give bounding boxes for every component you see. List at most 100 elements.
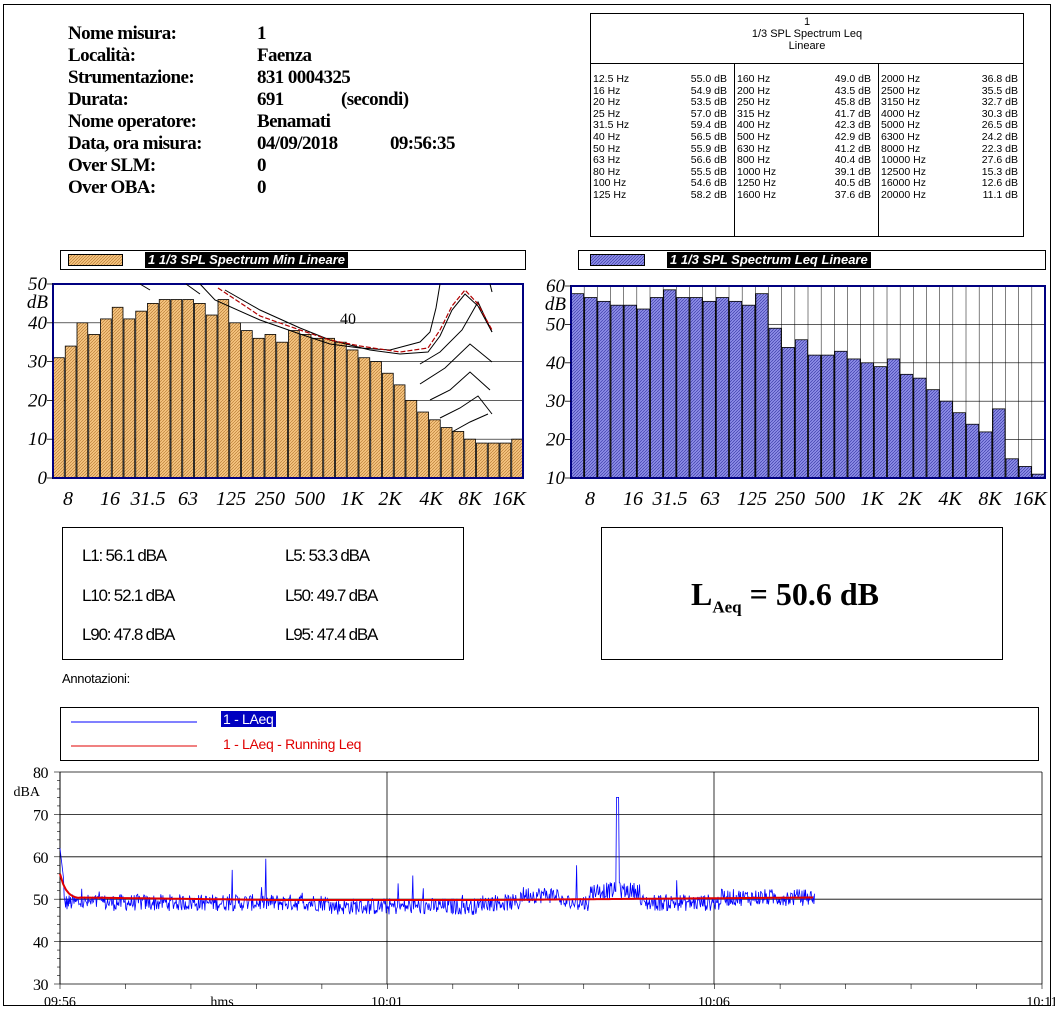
spectrum-bar [100,318,112,479]
contour-line [489,283,493,293]
info-label: Data, ora misura: [68,133,202,154]
spectrum-bar [111,306,124,479]
contour-line [419,300,493,365]
y-axis-label: dB [27,292,49,313]
spectrum-table-cell: 55.0 dB [690,73,727,85]
spectrum-bar [476,442,488,479]
min-spectrum-swatch [68,254,123,266]
spectrum-table-cell: 100 Hz [593,177,627,190]
y-axis-label: dB [545,294,567,315]
spectrum-table-cell: 3150 Hz [881,96,921,109]
spectrum-table-cell: 45.8 dB [834,96,871,109]
spectrum-table-cell: 22.3 dB [981,142,1018,155]
spectrum-table-row: 50 Hz 55.9 dB 630 Hz 41.2 dB 8000 Hz 22.3 dB [591,143,1023,155]
y-tick-label: 40 [33,935,49,952]
spectrum-bar [834,350,848,479]
y-axis-label: dBA [14,785,41,800]
spectrum-table-cell: 36.8 dB [981,73,1018,85]
spectrum-bar [939,400,953,479]
spectrum-table-cell: 5000 Hz [881,119,921,132]
spectrum-bar [650,297,664,479]
spectrum-table-cell: 160 Hz [737,73,771,85]
y-tick-label: 80 [33,765,49,782]
spectrum-table-row: 63 Hz 56.6 dB 800 Hz 40.4 dB 10000 Hz 27.6 dB [591,154,1023,166]
spectrum-bar [900,373,914,479]
spectrum-table-cell: 43.5 dB [834,84,871,97]
x-tick-label: 4K [938,488,963,510]
spectrum-table-cell: 6300 Hz [881,131,921,143]
x-tick-label: 16K [492,488,527,510]
spectrum-table-cell: 400 Hz [737,119,771,132]
spectrum-bar [358,357,371,479]
spectrum-bar [429,419,441,479]
spectrum-bar [689,297,703,479]
spectrum-table-cell: 12.6 dB [981,177,1018,190]
spectrum-bar [252,337,265,479]
spectrum-table-cell: 54.6 dB [690,177,727,190]
spectrum-bar [952,412,966,479]
info-value: 04/09/2018 [257,133,338,154]
spectrum-table-row: 12.5 Hz 55.0 dB 160 Hz 49.0 dB 2000 Hz 36.8 d… [591,73,1023,85]
timeseries-legend: 1 - LAeq 1 - LAeq - Running Leq [60,707,1039,761]
info-value: 1 [257,23,267,44]
spectrum-bar [729,300,743,479]
x-tick-label: 500 [295,488,325,510]
spectrum-bar [808,354,822,479]
contour-line [185,283,201,295]
stat-l5: L5: 53.3 dBA [285,546,370,565]
x-tick-label: 125 [737,488,767,510]
spectrum-bar [926,389,940,479]
spectrum-bar [158,299,171,479]
spectrum-bar [623,304,637,479]
spectrum-bar [417,411,429,479]
spectrum-bar [499,442,512,479]
y-tick-label: 50 [546,314,566,335]
spectrum-table-row: 20 Hz 53.5 dB 250 Hz 45.8 dB 3150 Hz 32.7 dB [591,96,1023,108]
y-tick-label: 10 [546,468,566,489]
running-leq-series-line [59,873,813,901]
x-tick-label: 500 [815,488,845,510]
spectrum-table-cell: 27.6 dB [981,154,1018,167]
spectrum-table-cell: 39.1 dB [834,165,871,178]
spectrum-bar [702,300,716,479]
y-tick-label: 30 [27,352,48,373]
spectrum-bar [636,308,650,479]
spectrum-bar [264,334,277,479]
contour-lines [139,283,493,433]
spectrum-table-cell: 20000 Hz [881,189,926,201]
spectrum-bar [610,304,624,479]
x-tick-label: 8K [458,488,483,510]
info-value: 691 [257,89,284,110]
info-value: 831 0004325 [257,67,351,88]
spectrum-table-cell: 41.7 dB [834,107,871,120]
spectrum-table-cell: 12500 Hz [881,165,926,178]
spectrum-table-cell: 500 Hz [737,131,771,143]
spectrum-table-cell: 58.2 dB [690,189,727,201]
contour-line [439,395,493,419]
spectrum-table-cell: 32.7 dB [981,96,1018,109]
spectrum-table-cell: 16000 Hz [881,177,926,190]
spectrum-table-cell: 8000 Hz [881,142,921,155]
spectrum-bar [464,438,476,479]
spectrum-bar [405,399,418,479]
timeseries-chart: 30 40 50 60 70 80 dBA 09:56 10:01 10:06 10:11 hms [14,765,1055,1009]
spectrum-table-cell: 2500 Hz [881,84,921,97]
laeq-value: LAeq = 50.6 dB [691,576,879,617]
x-axis-label: hms [210,995,233,1009]
spectrum-bar [887,358,901,479]
laeq-legend-label: 1 - LAeq [221,711,276,727]
spectrum-bar [323,337,335,479]
spectrum-table-row: 80 Hz 55.5 dB 1000 Hz 39.1 dB 12500 Hz 15.3 d… [591,166,1023,178]
contour-label: 40 [340,311,356,328]
report-frame [3,4,1051,1006]
y-tick-label: 0 [38,468,48,489]
spectrum-table: 1 1/3 SPL Spectrum Leq Lineare 12.5 Hz 55… [590,13,1024,237]
contour-line [419,343,493,385]
spectrum-bar [913,377,927,479]
contour-line [224,289,493,355]
spectrum-table-row: 25 Hz 57.0 dB 315 Hz 41.7 dB 4000 Hz 30.3 dB [591,108,1023,120]
y-tick-label: 50 [33,892,49,909]
spectrum-bar [311,337,324,479]
spectrum-bar [370,361,382,479]
